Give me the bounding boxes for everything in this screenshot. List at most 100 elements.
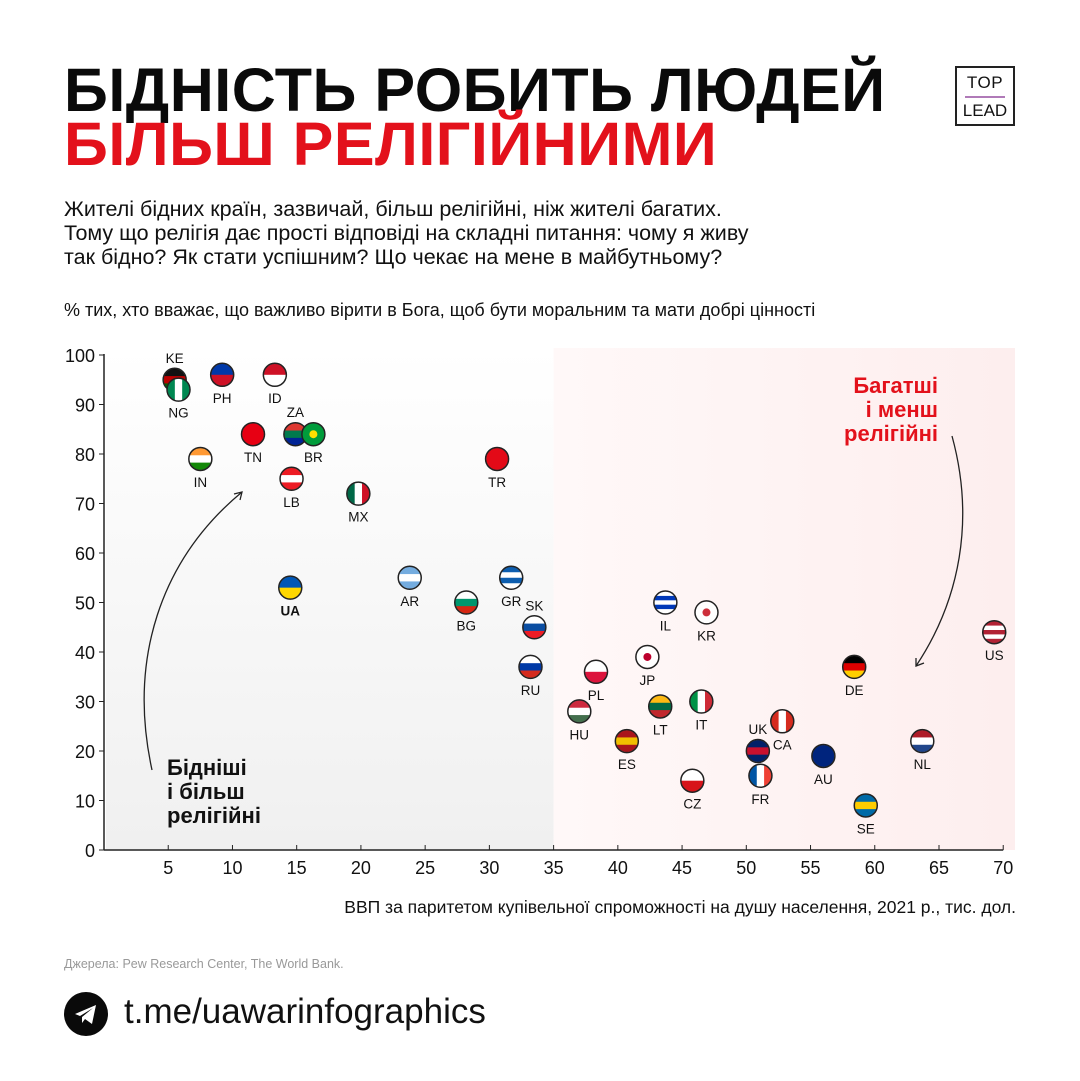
point-label: PH bbox=[213, 391, 232, 406]
x-tick-label: 5 bbox=[163, 858, 173, 878]
annotation-text: і більш bbox=[167, 779, 245, 804]
annotation-text: і менш bbox=[866, 397, 938, 422]
point-label: SE bbox=[857, 821, 875, 836]
top-lead-logo: TOP LEAD bbox=[955, 66, 1015, 126]
point-label: NG bbox=[168, 406, 188, 421]
point-id-flag-icon bbox=[262, 362, 288, 388]
arrowhead bbox=[915, 658, 925, 667]
point-mx-flag-icon bbox=[346, 481, 371, 506]
point-sk-flag-icon bbox=[522, 615, 547, 640]
x-tick-label: 50 bbox=[736, 858, 756, 878]
annotation-text: релігійні bbox=[167, 803, 261, 828]
logo-divider bbox=[965, 96, 1005, 98]
point-label: JP bbox=[640, 673, 656, 688]
point-label: ID bbox=[268, 391, 282, 406]
x-tick-label: 55 bbox=[801, 858, 821, 878]
point-tn-flag-icon bbox=[240, 421, 266, 447]
arrow-up-icon bbox=[143, 491, 243, 771]
point-jp-flag-icon bbox=[635, 644, 660, 670]
point-se-flag-icon bbox=[853, 793, 879, 818]
point-de-flag-icon bbox=[841, 654, 867, 680]
arrowhead bbox=[233, 491, 243, 501]
point-ar-flag-icon bbox=[397, 565, 422, 590]
point-label: TN bbox=[244, 450, 262, 465]
x-tick-label: 35 bbox=[544, 858, 564, 878]
y-tick-label: 40 bbox=[75, 643, 95, 663]
point-label: IN bbox=[194, 475, 208, 490]
point-cz-flag-icon bbox=[680, 768, 705, 793]
x-tick-label: 60 bbox=[865, 858, 885, 878]
point-label: ES bbox=[618, 757, 636, 772]
point-fr-flag-icon bbox=[748, 763, 773, 788]
point-label: AU bbox=[814, 772, 833, 787]
logo-top: TOP bbox=[966, 73, 1004, 92]
point-lb-flag-icon bbox=[279, 466, 304, 491]
point-label: PL bbox=[588, 688, 605, 703]
point-kr-flag-icon bbox=[694, 600, 719, 625]
point-label: CA bbox=[773, 737, 792, 752]
point-label: US bbox=[985, 648, 1004, 663]
annotation-text: Багатші bbox=[853, 373, 938, 398]
x-tick-label: 15 bbox=[287, 858, 307, 878]
point-us-flag-icon bbox=[981, 619, 1007, 645]
point-label: LB bbox=[283, 495, 300, 510]
point-label: HU bbox=[570, 727, 590, 742]
point-es-flag-icon bbox=[614, 728, 640, 754]
point-nl-flag-icon bbox=[910, 728, 935, 754]
point-label: IT bbox=[695, 718, 707, 733]
annotation-text: Бідніші bbox=[167, 755, 247, 780]
point-pl-flag-icon bbox=[583, 659, 609, 685]
y-tick-label: 20 bbox=[75, 742, 95, 762]
point-label: ZA bbox=[287, 405, 304, 420]
x-tick-label: 10 bbox=[222, 858, 242, 878]
point-br-flag-icon bbox=[301, 421, 326, 447]
point-gr-flag-icon bbox=[498, 565, 524, 590]
region-poorer bbox=[106, 348, 554, 850]
point-label: BR bbox=[304, 450, 323, 465]
point-it-flag-icon bbox=[689, 689, 714, 714]
point-label: KR bbox=[697, 628, 716, 643]
point-ca-flag-icon bbox=[770, 709, 795, 734]
telegram-icon bbox=[64, 992, 108, 1036]
x-tick-label: 40 bbox=[608, 858, 628, 878]
title-line-2: БІЛЬШ РЕЛІГІЙНИМИ bbox=[64, 110, 718, 178]
point-label: LT bbox=[653, 722, 668, 737]
point-uk-flag-icon bbox=[745, 738, 771, 764]
point-in-flag-icon bbox=[188, 446, 213, 472]
point-label: FR bbox=[751, 792, 769, 807]
point-label: KE bbox=[166, 351, 184, 366]
point-label: CZ bbox=[683, 797, 701, 812]
point-label: NL bbox=[914, 757, 932, 772]
y-tick-label: 100 bbox=[65, 346, 95, 366]
x-axis-label: ВВП за паритетом купівельної спроможност… bbox=[344, 897, 1016, 917]
point-hu-flag-icon bbox=[567, 699, 592, 724]
point-bg-flag-icon bbox=[454, 590, 479, 615]
subtitle-line: Тому що релігія дає прості відповіді на … bbox=[64, 221, 749, 245]
title-line-1: БІДНІСТЬ РОБИТЬ ЛЮДЕЙ bbox=[64, 56, 886, 124]
subtitle: Жителі бідних країн, зазвичай, більш рел… bbox=[64, 197, 1024, 269]
point-label: IL bbox=[660, 619, 672, 634]
y-tick-label: 60 bbox=[75, 544, 95, 564]
point-ng-flag-icon bbox=[166, 377, 191, 402]
point-label: GR bbox=[501, 594, 522, 609]
point-ru-flag-icon bbox=[518, 654, 543, 680]
y-tick-label: 0 bbox=[85, 841, 95, 861]
chart-title: % тих, хто вважає, що важливо вірити в Б… bbox=[64, 300, 816, 320]
x-tick-label: 45 bbox=[672, 858, 692, 878]
point-tr-flag-icon bbox=[484, 446, 510, 472]
point-label: SK bbox=[525, 598, 543, 613]
point-label: DE bbox=[845, 683, 864, 698]
point-label: BG bbox=[456, 619, 476, 634]
y-tick-label: 70 bbox=[75, 495, 95, 515]
telegram-link[interactable]: t.me/uawarinfographics bbox=[124, 992, 486, 1031]
region-richer bbox=[553, 348, 1015, 850]
x-tick-label: 65 bbox=[929, 858, 949, 878]
point-ua-flag-icon bbox=[278, 575, 303, 600]
annotation-text: релігійні bbox=[844, 421, 938, 446]
point-lt-flag-icon bbox=[647, 694, 673, 719]
point-label: UK bbox=[748, 722, 767, 737]
logo-bottom: LEAD bbox=[962, 101, 1008, 120]
point-label: RU bbox=[521, 683, 541, 698]
subtitle-line: так бідно? Як стати успішним? Що чекає н… bbox=[64, 245, 723, 269]
